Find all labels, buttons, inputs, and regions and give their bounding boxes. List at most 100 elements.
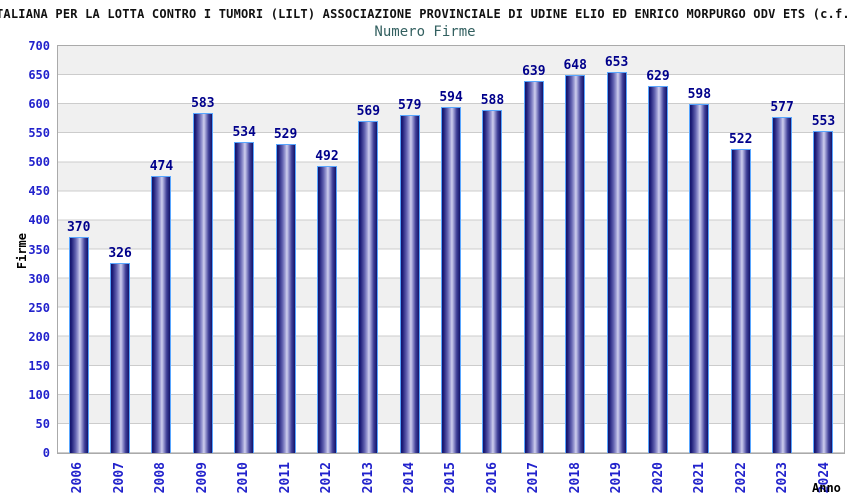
- x-tick-label-2007: 2007: [111, 462, 127, 494]
- y-tick-label-0: 0: [42, 446, 50, 460]
- x-tick-label-2013: 2013: [360, 462, 376, 494]
- y-tick-label-400: 400: [28, 213, 50, 228]
- bar-2010[interactable]: [234, 141, 255, 453]
- bar-value-label: 653: [604, 55, 629, 71]
- bar-slot-2016: 588: [472, 46, 513, 453]
- y-tick-label-550: 550: [28, 126, 50, 141]
- y-tick-label-600: 600: [28, 97, 50, 112]
- bar-2021[interactable]: [689, 104, 710, 453]
- y-tick-label-450: 450: [28, 184, 50, 199]
- bar-2017[interactable]: [523, 80, 544, 453]
- bar-value-label: 629: [646, 69, 670, 85]
- x-tick-cell: 2016: [472, 456, 513, 500]
- y-axis-title: Firme: [15, 233, 29, 270]
- y-tick-label-500: 500: [28, 155, 50, 170]
- bar-2011[interactable]: [275, 144, 296, 453]
- bar-value-label: 594: [439, 89, 463, 105]
- x-tick-label-2010: 2010: [236, 462, 252, 494]
- bar-2023[interactable]: [772, 116, 793, 453]
- x-tick-label-2011: 2011: [277, 462, 293, 494]
- bar-slot-2010: 534: [224, 46, 265, 453]
- bar-2015[interactable]: [441, 106, 462, 453]
- x-tick-label-2022: 2022: [733, 462, 749, 494]
- bar-slot-2008: 474: [141, 46, 182, 453]
- bar-2009[interactable]: [192, 113, 213, 453]
- bar-value-label: 583: [191, 96, 215, 111]
- bar-slot-2015: 594: [430, 46, 471, 453]
- bar-2022[interactable]: [730, 148, 751, 453]
- bar-2020[interactable]: [647, 86, 668, 453]
- bar-2014[interactable]: [399, 115, 420, 453]
- y-tick-label-50: 50: [35, 416, 50, 431]
- x-tick-label-2023: 2023: [775, 462, 791, 494]
- bar-slot-2018: 648: [555, 46, 596, 453]
- x-axis-ticks: 2006 2007 2008 2009 2010 2011 2012 2013 2014 2015…: [57, 456, 845, 500]
- y-tick-label-200: 200: [28, 329, 50, 344]
- bar-2016[interactable]: [482, 110, 503, 453]
- bar-2006[interactable]: [68, 236, 89, 453]
- bar-value-label: 553: [811, 113, 836, 129]
- chart-subtitle: Numero Firme: [374, 24, 476, 40]
- bar-slot-2017: 639: [513, 46, 554, 453]
- bar-value-label: 598: [687, 87, 712, 103]
- x-tick-label-2018: 2018: [567, 462, 583, 494]
- bar-2008[interactable]: [151, 176, 172, 453]
- bar-slot-2007: 326: [99, 46, 140, 453]
- bar-slot-2013: 569: [348, 46, 389, 453]
- x-tick-cell: 2014: [389, 456, 430, 500]
- bars-area: 370 326 474 583 534 529 492 569 579 594 588 639 648 6…: [58, 46, 844, 453]
- bar-2024[interactable]: [813, 130, 834, 453]
- y-tick-label-350: 350: [28, 242, 50, 257]
- bar-value-label: 639: [522, 63, 546, 79]
- bar-2013[interactable]: [358, 121, 379, 453]
- plot-area: 370 326 474 583 534 529 492 569 579 594 588 639 648 6…: [57, 45, 845, 454]
- bar-value-label: 534: [232, 124, 256, 140]
- x-tick-cell: 2008: [140, 456, 181, 500]
- bar-slot-2012: 492: [306, 46, 347, 453]
- x-tick-cell: 2021: [679, 456, 720, 500]
- x-tick-label-2006: 2006: [70, 462, 86, 494]
- y-axis-ticks: 0 50 100 150 200 250 300 350 400 450 500 550 600 650 7…: [0, 39, 57, 460]
- x-tick-label-2016: 2016: [484, 462, 500, 494]
- y-tick-label-300: 300: [28, 271, 50, 286]
- bar-2007[interactable]: [110, 262, 131, 453]
- bar-slot-2014: 579: [389, 46, 430, 453]
- bar-value-label: 529: [273, 127, 298, 143]
- bar-slot-2021: 598: [679, 46, 720, 453]
- bar-slot-2024: 553: [803, 46, 844, 453]
- x-tick-cell: 2018: [555, 456, 596, 500]
- bar-value-label: 579: [397, 98, 422, 114]
- bar-slot-2023: 577: [761, 46, 802, 453]
- x-tick-cell: 2023: [762, 456, 803, 500]
- y-tick-label-150: 150: [28, 358, 50, 373]
- bar-2012[interactable]: [316, 165, 337, 453]
- y-tick-label-700: 700: [28, 39, 50, 53]
- bar-slot-2006: 370: [58, 46, 99, 453]
- bar-slot-2019: 653: [596, 46, 637, 453]
- y-tick-label-650: 650: [28, 68, 50, 83]
- bar-value-label: 569: [356, 104, 381, 120]
- bar-value-label: 577: [770, 99, 794, 115]
- bar-slot-2011: 529: [265, 46, 306, 453]
- x-tick-label-2020: 2020: [650, 462, 666, 494]
- x-axis-title: Anno: [812, 481, 841, 495]
- x-tick-cell: 2012: [306, 456, 347, 500]
- x-tick-label-2014: 2014: [401, 462, 417, 494]
- bar-value-label: 588: [480, 93, 505, 109]
- x-tick-label-2017: 2017: [526, 462, 542, 494]
- bar-value-label: 522: [728, 131, 753, 147]
- x-tick-cell: 2006: [57, 456, 98, 500]
- bar-value-label: 648: [563, 58, 587, 74]
- x-tick-cell: 2009: [181, 456, 222, 500]
- x-tick-cell: 2020: [638, 456, 679, 500]
- bar-2019[interactable]: [606, 72, 627, 453]
- x-tick-cell: 2015: [430, 456, 471, 500]
- x-tick-cell: 2007: [98, 456, 139, 500]
- x-tick-cell: 2017: [513, 456, 554, 500]
- chart-title: TALIANA PER LA LOTTA CONTRO I TUMORI (LI…: [0, 7, 850, 21]
- bar-2018[interactable]: [565, 75, 586, 453]
- x-tick-label-2009: 2009: [194, 462, 210, 494]
- x-tick-cell: 2013: [347, 456, 388, 500]
- x-tick-label-2015: 2015: [443, 462, 459, 494]
